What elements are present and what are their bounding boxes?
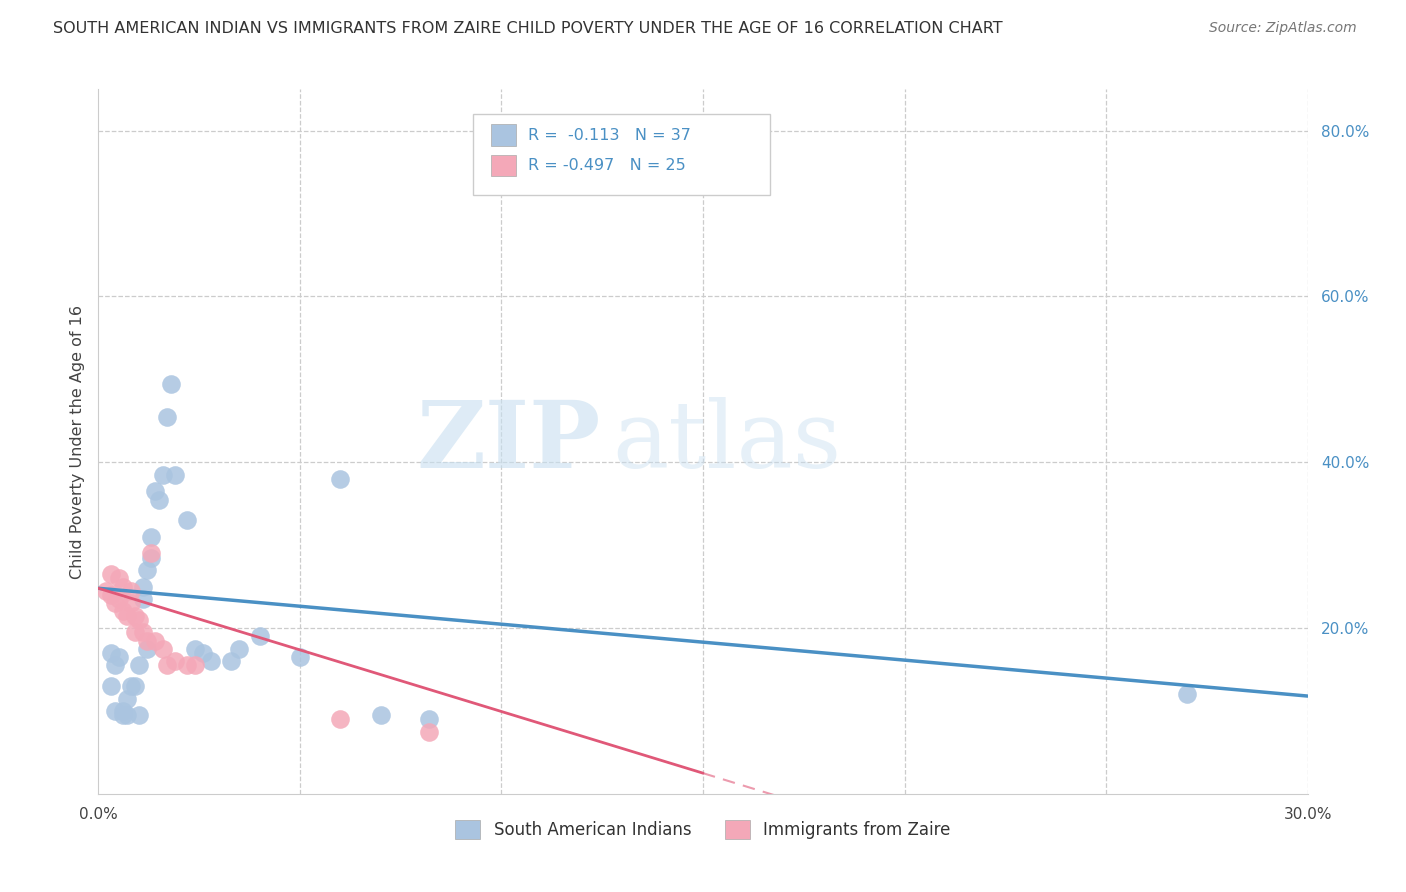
- Point: [139, 530, 162, 544]
- Point: [107, 592, 129, 607]
- Point: [100, 588, 122, 602]
- Point: [228, 641, 250, 656]
- Point: [156, 409, 179, 424]
- FancyBboxPatch shape: [492, 154, 516, 176]
- Legend: South American Indians, Immigrants from Zaire: South American Indians, Immigrants from …: [449, 813, 957, 846]
- Point: [111, 605, 134, 619]
- Point: [329, 712, 352, 726]
- Point: [124, 625, 146, 640]
- Point: [184, 658, 207, 673]
- Point: [100, 646, 122, 660]
- Point: [103, 704, 125, 718]
- Point: [111, 708, 134, 723]
- Point: [193, 646, 215, 660]
- Text: R =  -0.113   N = 37: R = -0.113 N = 37: [527, 128, 690, 143]
- Point: [100, 679, 122, 693]
- Point: [107, 571, 129, 585]
- Point: [163, 654, 186, 668]
- Point: [120, 679, 142, 693]
- Point: [132, 580, 155, 594]
- Point: [249, 629, 271, 643]
- Text: SOUTH AMERICAN INDIAN VS IMMIGRANTS FROM ZAIRE CHILD POVERTY UNDER THE AGE OF 16: SOUTH AMERICAN INDIAN VS IMMIGRANTS FROM…: [53, 21, 1002, 36]
- Point: [184, 641, 207, 656]
- Point: [139, 550, 162, 565]
- Point: [115, 708, 138, 723]
- Point: [128, 708, 150, 723]
- Point: [160, 376, 183, 391]
- Point: [418, 712, 440, 726]
- Point: [1175, 687, 1198, 701]
- Point: [143, 633, 166, 648]
- Point: [163, 467, 186, 482]
- Text: R = -0.497   N = 25: R = -0.497 N = 25: [527, 158, 685, 173]
- Point: [135, 633, 157, 648]
- Point: [135, 563, 157, 577]
- Point: [139, 546, 162, 560]
- Point: [115, 691, 138, 706]
- FancyBboxPatch shape: [492, 124, 516, 145]
- Point: [107, 650, 129, 665]
- Point: [124, 608, 146, 623]
- Point: [135, 641, 157, 656]
- Point: [288, 650, 311, 665]
- Point: [152, 641, 174, 656]
- Point: [128, 658, 150, 673]
- Point: [221, 654, 243, 668]
- Point: [329, 472, 352, 486]
- Point: [128, 613, 150, 627]
- FancyBboxPatch shape: [474, 114, 769, 194]
- Point: [176, 513, 198, 527]
- Point: [132, 625, 155, 640]
- Point: [96, 583, 118, 598]
- Point: [148, 492, 170, 507]
- Text: Source: ZipAtlas.com: Source: ZipAtlas.com: [1209, 21, 1357, 35]
- Point: [124, 679, 146, 693]
- Text: atlas: atlas: [613, 397, 842, 486]
- Point: [132, 592, 155, 607]
- Y-axis label: Child Poverty Under the Age of 16: Child Poverty Under the Age of 16: [69, 304, 84, 579]
- Point: [111, 580, 134, 594]
- Point: [143, 484, 166, 499]
- Point: [370, 708, 392, 723]
- Point: [115, 608, 138, 623]
- Point: [103, 658, 125, 673]
- Point: [100, 567, 122, 582]
- Point: [156, 658, 179, 673]
- Point: [418, 724, 440, 739]
- Point: [120, 583, 142, 598]
- Point: [120, 596, 142, 610]
- Point: [111, 704, 134, 718]
- Point: [152, 467, 174, 482]
- Text: ZIP: ZIP: [416, 397, 600, 486]
- Point: [103, 596, 125, 610]
- Point: [200, 654, 222, 668]
- Point: [176, 658, 198, 673]
